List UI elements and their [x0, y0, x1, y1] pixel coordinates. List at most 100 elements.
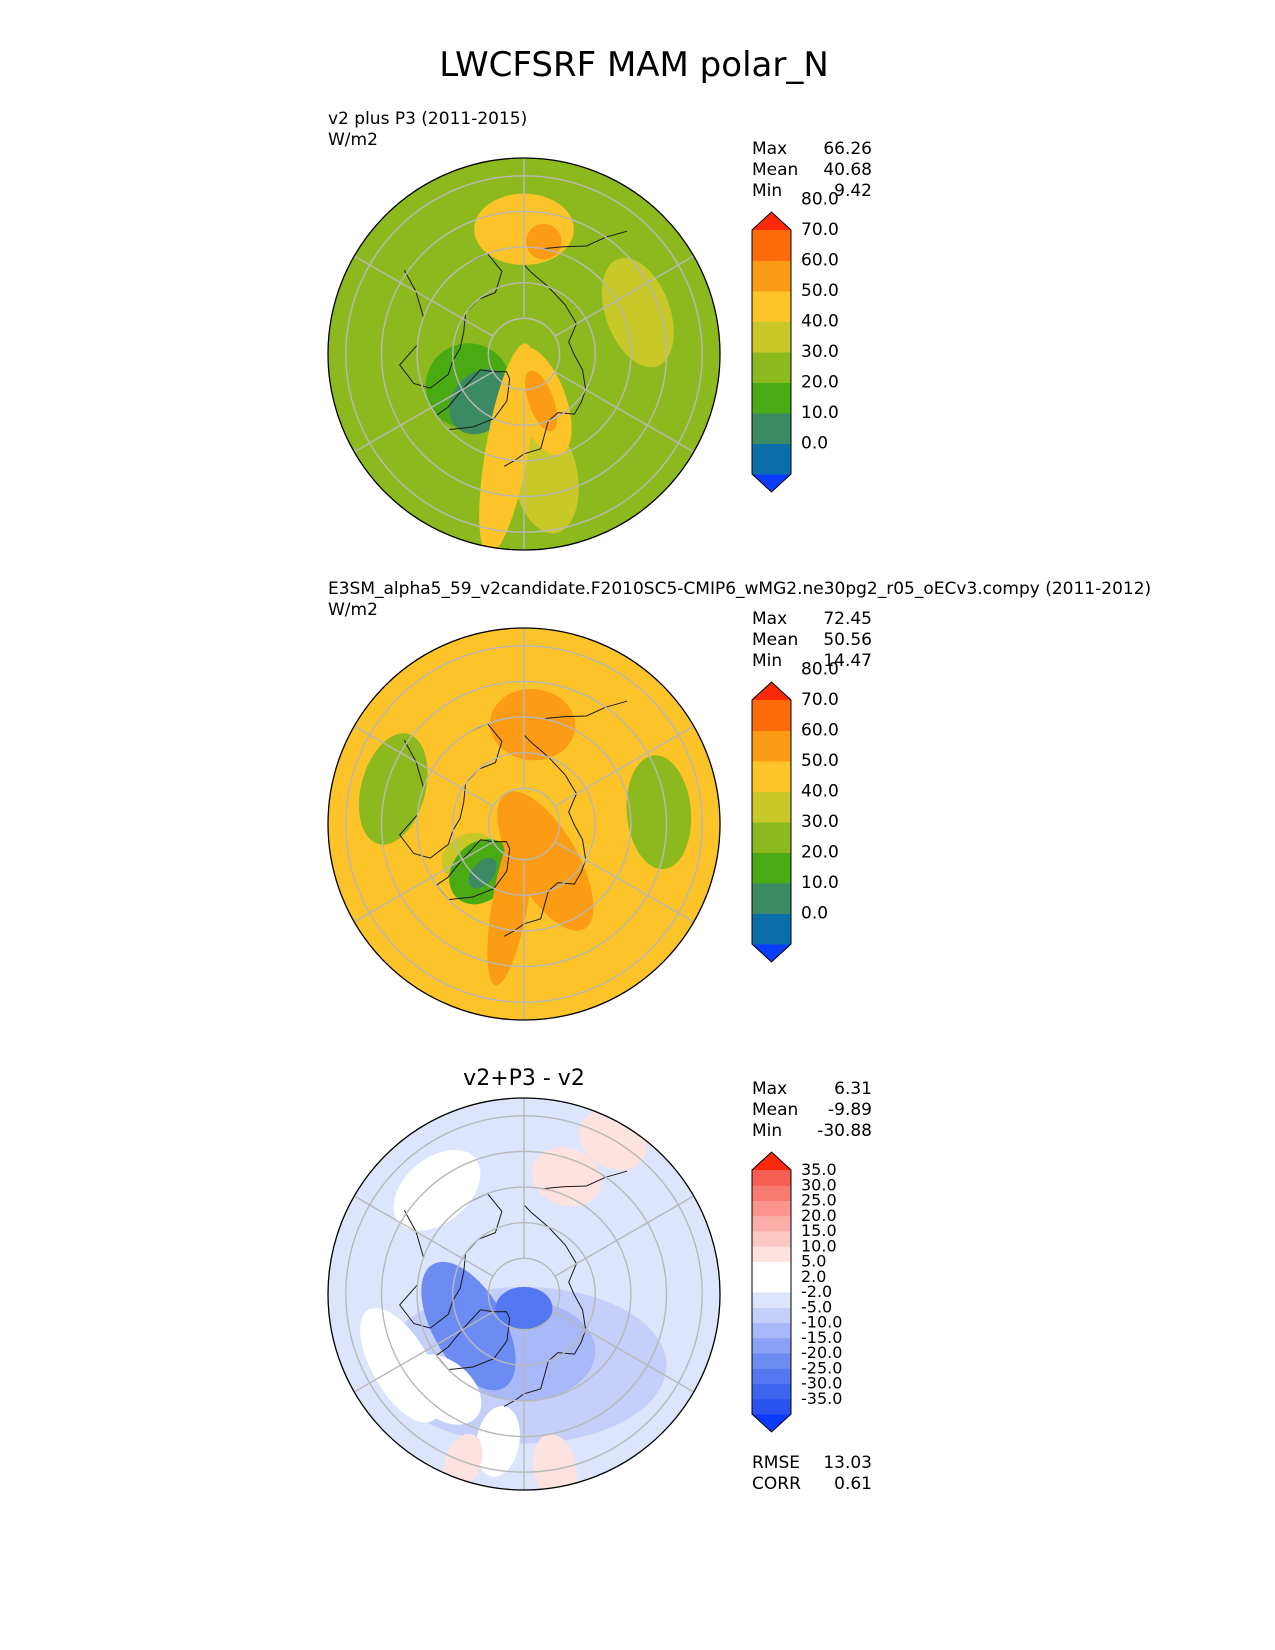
colorbar-segment — [752, 230, 791, 261]
colorbar-tick-label: 20.0 — [801, 1206, 837, 1225]
colorbar-tick-label: 60.0 — [801, 251, 839, 271]
colorbar-segment — [752, 1170, 791, 1186]
colorbar-segment — [752, 1383, 791, 1400]
stat-label: Mean — [752, 1100, 798, 1120]
colorbar-segment — [752, 1398, 791, 1415]
colorbar-outline — [751, 211, 792, 493]
meridian-line — [338, 716, 494, 807]
colorbar-extend-top — [752, 212, 791, 230]
stat-value: 6.31 — [834, 1079, 872, 1099]
colorbar-extend-top — [752, 1152, 791, 1170]
stat-label: Max — [752, 139, 787, 159]
colorbar-tick-label: 35.0 — [801, 1160, 837, 1179]
field-region — [626, 755, 692, 870]
colorbar-tick-label: -2.0 — [801, 1282, 832, 1301]
colorbar-segment — [752, 1353, 791, 1369]
coastline — [399, 252, 503, 389]
colorbar-tick-label: 2.0 — [801, 1267, 826, 1286]
colorbar-tick-label: 70.0 — [801, 220, 839, 240]
coastline — [542, 700, 628, 720]
colorbar-segment — [752, 1185, 791, 1201]
colorbar-segment — [752, 321, 791, 353]
panel-subtitle: v2+P3 - v2 — [463, 1066, 585, 1091]
coastline — [542, 230, 628, 250]
colorbar-segment — [752, 413, 791, 444]
field-region — [476, 1406, 520, 1477]
coastline — [436, 1309, 511, 1371]
colorbar-outline — [751, 681, 792, 963]
meridian-line — [338, 246, 494, 337]
colorbar-tick-label: 15.0 — [801, 1221, 837, 1240]
panel-units: W/m2 — [328, 600, 378, 620]
colorbar-segment — [752, 1307, 791, 1323]
colorbar-tick-label: 70.0 — [801, 690, 839, 710]
colorbar-segment — [752, 700, 791, 731]
colorbar-segment — [752, 382, 791, 414]
field-region — [601, 257, 674, 368]
colorbar-tick-label: 30.0 — [801, 1175, 837, 1194]
colorbar-tick-label: 5.0 — [801, 1252, 826, 1271]
panel-3: v2+P3 - v2 Max 6.31 Mean -9.89 Min -30.88 -35.0… — [327, 1066, 872, 1494]
colorbar-tick-label: -10.0 — [801, 1313, 842, 1332]
colorbar-segment — [752, 1261, 791, 1278]
colorbar-segment — [752, 1322, 791, 1339]
coastline — [542, 1170, 628, 1190]
coastline — [436, 839, 511, 901]
stat-value: 9.42 — [834, 181, 872, 201]
colorbar-segment — [752, 1368, 791, 1384]
panels: v2 plus P3 (2011-2015) W/m2 Max 66.26 Mean 40… — [327, 109, 1151, 1494]
panel-subtitle: v2 plus P3 (2011-2015) — [328, 109, 527, 129]
colorbar-segment — [752, 1246, 791, 1262]
stat-value: 0.61 — [834, 1474, 872, 1494]
colorbar-segment — [752, 761, 791, 792]
meridian-line — [554, 1186, 710, 1277]
stat-value: -9.89 — [828, 1100, 872, 1120]
stat-label: Mean — [752, 630, 798, 650]
colorbar-extend-bottom — [752, 1414, 791, 1432]
colorbar-segment — [752, 822, 791, 853]
colorbar: 0.0 10.0 20.0 30.0 40.0 50.0 60.0 70.0 80.0 — [751, 190, 839, 493]
meridian-line — [554, 246, 710, 337]
colorbar-segment — [752, 791, 791, 823]
stat-value: 14.47 — [823, 651, 872, 671]
colorbar: 0.0 10.0 20.0 30.0 40.0 50.0 60.0 70.0 80.0 — [751, 660, 839, 963]
meridian-line — [338, 371, 494, 462]
coastline — [399, 722, 503, 859]
field-region — [531, 1147, 602, 1207]
map-border — [327, 1097, 721, 1491]
stat-label: Min — [752, 651, 782, 671]
coastline — [436, 369, 511, 431]
colorbar-segment — [752, 1200, 791, 1217]
colorbar-segment — [752, 1276, 791, 1293]
colorbar-extend-bottom — [752, 944, 791, 962]
colorbar-segment — [752, 913, 791, 945]
field-region — [468, 857, 497, 889]
colorbar-segment — [752, 1337, 791, 1354]
colorbar-tick-label: -5.0 — [801, 1297, 832, 1316]
stat-value: 50.56 — [823, 630, 872, 650]
stat-value: 66.26 — [823, 139, 872, 159]
stat-value: 72.45 — [823, 609, 872, 629]
colorbar-tick-label: 60.0 — [801, 721, 839, 741]
colorbar-tick-label: 10.0 — [801, 403, 839, 423]
colorbar-tick-label: -15.0 — [801, 1328, 842, 1347]
colorbar-tick-label: 0.0 — [801, 434, 828, 454]
meridian-line — [338, 1186, 494, 1277]
colorbar-segment — [752, 1231, 791, 1247]
polar-map — [328, 1098, 720, 1490]
stat-label: Max — [752, 609, 787, 629]
colorbar-tick-label: 80.0 — [801, 660, 839, 680]
panel-1: v2 plus P3 (2011-2015)W/m2 Max 66.26 Mean 40… — [327, 109, 872, 551]
colorbar-tick-label: 25.0 — [801, 1191, 837, 1210]
stat-label: Min — [752, 1121, 782, 1141]
stat-label: RMSE — [752, 1453, 800, 1473]
stat-label: Min — [752, 181, 782, 201]
stat-value: 40.68 — [823, 160, 872, 180]
colorbar-outline — [751, 1151, 792, 1433]
colorbar-segment — [752, 291, 791, 322]
colorbar-tick-label: -30.0 — [801, 1374, 842, 1393]
colorbar-tick-label: 80.0 — [801, 190, 839, 210]
colorbar-extend-bottom — [752, 474, 791, 492]
stat-label: Max — [752, 1079, 787, 1099]
